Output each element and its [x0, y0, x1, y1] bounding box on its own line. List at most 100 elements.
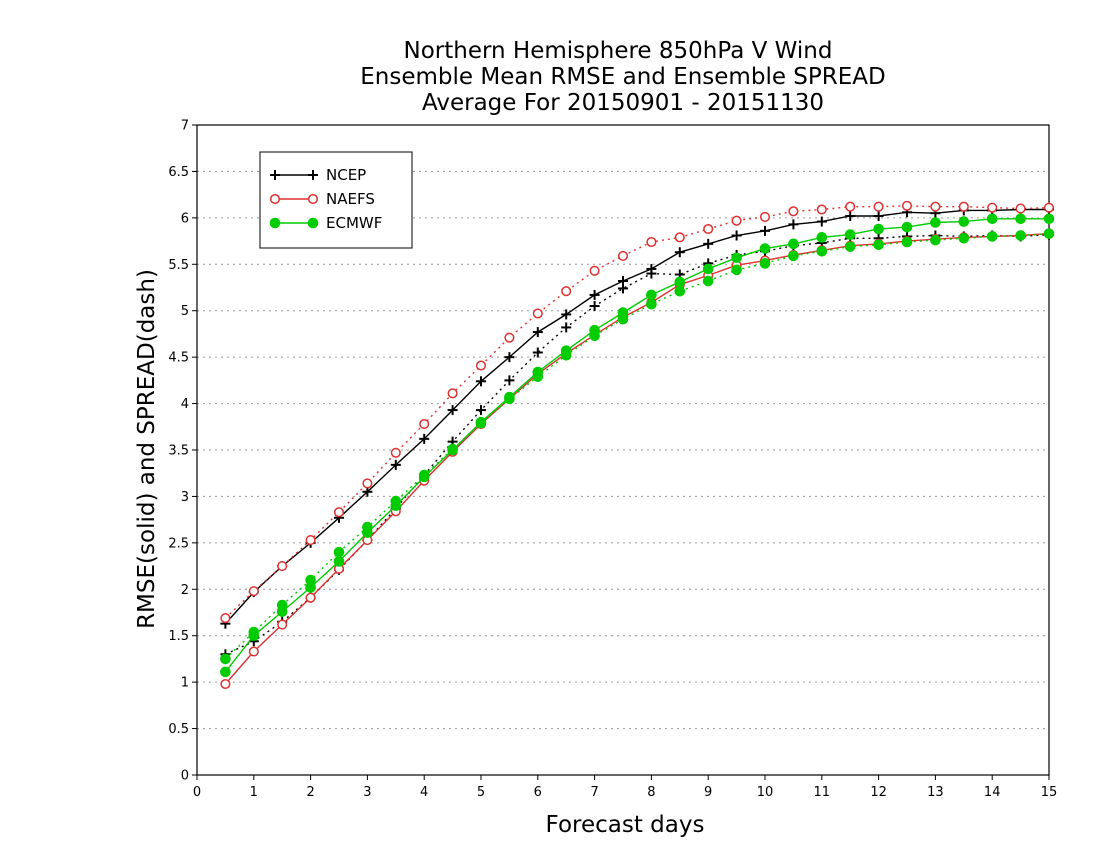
x-tick-label: 2 [306, 785, 314, 800]
data-point-filled-circle [560, 349, 572, 361]
data-point-plus [589, 301, 600, 312]
data-point-filled-circle [702, 263, 714, 275]
y-tick-label: 1 [181, 676, 189, 691]
data-point-filled-circle [674, 276, 686, 288]
data-point-plus [476, 405, 486, 416]
data-point-open-circle [561, 286, 572, 297]
data-point-filled-circle [333, 556, 345, 567]
data-point-open-circle [390, 447, 401, 458]
data-point-filled-circle [930, 234, 941, 246]
y-tick-label: 7 [181, 119, 189, 134]
naefs-spread-line [224, 205, 1050, 619]
data-point-filled-circle [617, 313, 629, 325]
x-tick-label: 11 [814, 785, 831, 800]
data-point-open-circle [220, 613, 231, 624]
data-point-open-circle [646, 236, 657, 248]
data-point-filled-circle [816, 232, 828, 243]
data-point-open-circle [958, 201, 969, 212]
data-point-open-circle [248, 646, 259, 657]
axes: 00.511.522.533.544.555.566.570 1 2 3 4 5 6 7 8 9 1… [168, 119, 1057, 801]
data-point-open-circle [419, 418, 430, 430]
y-tick-label: 3 [181, 490, 189, 505]
x-tick-label: 3 [363, 785, 371, 800]
y-tick-label: 5.5 [168, 258, 189, 273]
x-tick-label: 0 [193, 785, 201, 800]
data-point-filled-circle [333, 546, 345, 558]
data-point-filled-circle [844, 229, 856, 240]
data-point-filled-circle [901, 236, 913, 248]
data-point-plus [873, 211, 884, 221]
data-point-filled-circle [220, 653, 231, 665]
y-tick-label: 4.5 [168, 351, 189, 366]
data-point-filled-circle [759, 258, 771, 269]
data-point-filled-circle [788, 238, 799, 250]
data-point-filled-circle [646, 289, 657, 301]
data-point-filled-circle [844, 241, 856, 252]
legend-label-ncep: NCEP [326, 166, 366, 184]
data-point-filled-circle [816, 245, 828, 257]
x-tick-label: 6 [534, 785, 542, 800]
y-tick-label: 3.5 [168, 444, 189, 459]
data-point-filled-circle [702, 275, 714, 287]
data-point-open-circle [269, 193, 281, 205]
data-point-open-circle [816, 204, 827, 215]
data-point-plus [674, 247, 685, 258]
data-series [220, 200, 1055, 690]
data-point-filled-circle [674, 285, 686, 297]
naefs-rmse-line [224, 232, 1050, 685]
data-point-plus [845, 211, 856, 221]
x-tick-label: 13 [927, 785, 944, 800]
data-point-open-circle [703, 223, 714, 235]
x-axis-title: Forecast days [546, 812, 705, 838]
x-tick-label: 9 [704, 785, 712, 800]
ecmwf-spread-line [224, 232, 1050, 660]
data-point-plus [504, 352, 515, 363]
data-point-open-circle [333, 507, 345, 518]
data-point-filled-circle [269, 217, 281, 229]
data-point-open-circle [447, 388, 458, 399]
data-point-open-circle [759, 211, 771, 222]
legend-label-naefs: NAEFS [326, 190, 375, 208]
x-tick-label: 5 [477, 785, 485, 800]
x-tick-label: 7 [590, 785, 598, 800]
y-tick-label: 6.5 [168, 165, 189, 180]
series-ncep [220, 204, 1054, 660]
data-point-open-circle [788, 206, 799, 217]
data-point-filled-circle [873, 223, 884, 235]
data-point-plus [646, 268, 657, 279]
data-point-open-circle [307, 193, 319, 205]
chart-title-line-1: Northern Hemisphere 850hPa V Wind [404, 38, 833, 64]
data-point-plus [788, 219, 799, 230]
data-point-filled-circle [362, 521, 373, 533]
y-tick-label: 2 [181, 583, 189, 598]
data-point-plus [308, 170, 318, 180]
plot-frame [196, 124, 1050, 776]
data-point-plus [532, 327, 543, 338]
data-point-filled-circle [873, 239, 884, 251]
data-point-filled-circle [986, 231, 998, 242]
x-tick-label: 12 [870, 785, 887, 800]
x-tick-label: 8 [647, 785, 655, 800]
x-tick-label: 15 [1041, 785, 1058, 800]
y-axis-title: RMSE(solid) and SPREAD(dash) [134, 269, 160, 629]
x-tick-label: 1 [250, 785, 258, 800]
data-point-open-circle [617, 250, 629, 261]
data-point-open-circle [248, 586, 259, 597]
data-point-filled-circle [447, 443, 458, 455]
data-point-open-circle [504, 332, 515, 343]
data-point-filled-circle [1043, 213, 1055, 225]
ncep-rmse-line [224, 208, 1049, 625]
data-point-open-circle [305, 592, 316, 603]
data-point-plus [561, 309, 572, 320]
data-point-plus [731, 230, 742, 241]
data-point-filled-circle [759, 243, 771, 254]
data-point-filled-circle [390, 495, 402, 507]
data-point-plus [447, 405, 458, 416]
data-point-open-circle [873, 201, 884, 212]
data-point-filled-circle [1043, 228, 1055, 239]
x-tick-label: 14 [984, 785, 1001, 800]
x-tick-label: 10 [757, 785, 774, 800]
data-point-filled-circle [1015, 230, 1026, 241]
data-point-open-circle [845, 201, 856, 212]
data-point-open-circle [277, 561, 288, 572]
